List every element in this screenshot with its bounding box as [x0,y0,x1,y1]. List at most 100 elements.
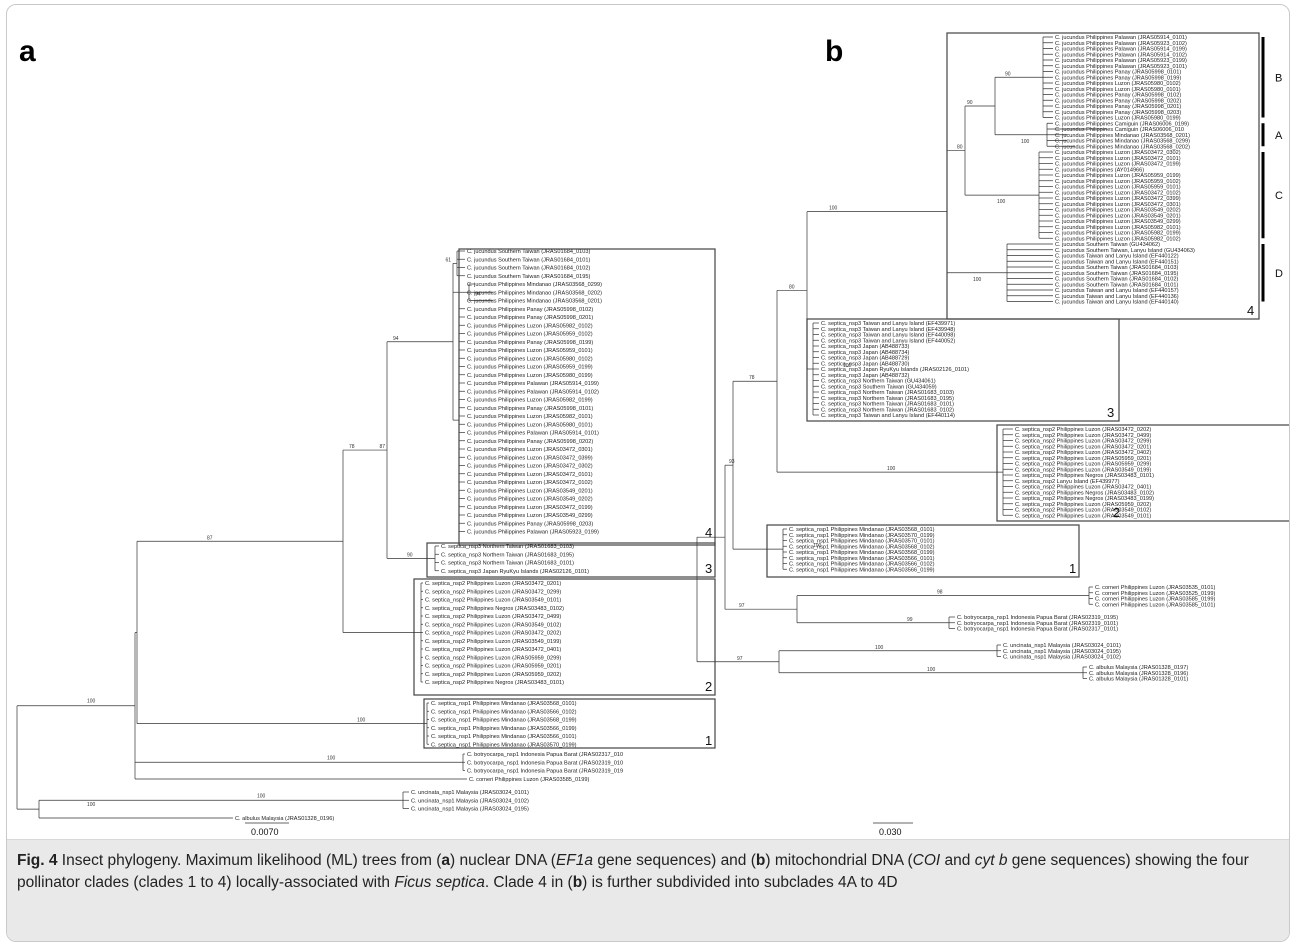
panel-b-leaf-label: C. septica_nsp2 Philippines Negros (JRAS… [1015,496,1154,502]
panel-b-leaf-label: C. jucundus Philippines Panay (JRAS05998… [1055,104,1181,110]
panel-a-leaf-label: C. botryocarpa_nsp1 Indonesia Papua Bara… [467,752,623,758]
panel-b-leaf-label: C. septica_nsp3 Northern Taiwan (JRAS016… [821,407,954,413]
support-value: 80 [789,284,795,290]
support-value: 99 [907,617,913,623]
panel-a-leaf-label: C. septica_nsp3 Northern Taiwan (JRAS016… [441,544,574,550]
clade-number-label: 3 [1107,405,1114,420]
panel-a-leaf-label: C. botryocarpa_nsp1 Indonesia Papua Bara… [467,769,623,775]
support-value: 100 [843,363,852,369]
support-value: 87 [207,535,213,541]
panel-b-leaf-label: C. septica_nsp1 Philippines Mindanao (JR… [789,527,935,533]
caption-gene-name: COI [912,852,941,869]
panel-b-leaf-label: C. septica_nsp2 Philippines Luzon (JRAS0… [1015,439,1151,445]
panel-a-leaf-label: C. jucundus Philippines Luzon (JRAS03472… [467,472,593,478]
panel-a-leaf-label: C. septica_nsp1 Philippines Mindanao (JR… [431,701,577,707]
caption-text-part: gene sequences) and ( [593,852,756,869]
panel-b-leaf-label: C. septica_nsp3 Taiwan and Lanyu Island … [821,338,955,344]
panel-b-leaf-label: C. corneri Philippines Luzon (JRAS03525_… [1095,591,1215,597]
panel-a-leaf-label: C. septica_nsp1 Philippines Mindanao (JR… [431,726,577,732]
panel-b-leaf-label: C. jucundus Philippines Luzon (JRAS05982… [1055,231,1181,237]
panel-a-leaf-label: C. jucundus Southern Taiwan (JRAS01684_0… [467,266,590,272]
support-value: 100 [927,667,936,673]
panel-a-leaf-label: C. jucundus Southern Taiwan (JRAS01684_0… [467,249,590,255]
panel-b-leaf-label: C. septica_nsp2 Philippines Luzon (JRAS0… [1015,502,1151,508]
panel-a-leaf-label: C. jucundus Philippines Luzon (JRAS03472… [467,480,593,486]
caption-text-part: ) nuclear DNA ( [450,852,556,869]
panel-a-leaf-label: C. septica_nsp1 Philippines Mindanao (JR… [431,742,577,748]
panel-b-leaf-label: C. jucundus Philippines Palawan (JRAS059… [1055,52,1187,58]
panel-b-leaf-label: C. septica_nsp3 Northern Taiwan (JRAS016… [821,402,954,408]
panel-a-leaf-label: C. jucundus Philippines Panay (JRAS05998… [467,521,593,527]
panel-b-leaf-label: C. jucundus Philippines Luzon (JRAS03549… [1055,208,1181,214]
panel-a-leaf-label: C. jucundus Philippines Luzon (JRAS03549… [467,488,593,494]
clade1-box [766,524,1080,578]
panel-a-leaf-label: C. jucundus Philippines Panay (JRAS05998… [467,307,593,313]
panel-b-leaf-label: C. septica_nsp1 Philippines Mindanao (JR… [789,533,935,539]
panel-a-leaf-label: C. septica_nsp1 Philippines Mindanao (JR… [431,734,577,740]
panel-b-leaf-label: C. septica_nsp2 Philippines Luzon (JRAS0… [1015,444,1151,450]
caption-gene-name: EF1a [555,852,594,869]
panel-a-leaf-label: C. uncinata_nsp1 Malaysia (JRAS03024_010… [411,798,529,804]
caption-text-part: . Clade 4 in ( [484,874,573,891]
panel-a-leaf-label: C. jucundus Philippines Luzon (JRAS05982… [467,414,593,420]
panel-b-leaf-label: C. jucundus Southern Taiwan, Lanyu Islan… [1055,248,1195,254]
panel-b-leaf-label: C. jucundus Taiwan and Lanyu Island (EF4… [1055,288,1179,294]
clade3-box [426,542,716,578]
figure-caption: Fig. 4 Insect phylogeny. Maximum likelih… [17,850,1279,894]
panel-b-leaf-label: C. septica_nsp3 Taiwan and Lanyu Island … [821,321,955,327]
panel-a-leaf-label: C. septica_nsp2 Philippines Luzon (JRAS0… [425,647,561,653]
panel-a-leaf-label: C. septica_nsp2 Philippines Luzon (JRAS0… [425,614,561,620]
panel-a-leaf-label: C. uncinata_nsp1 Malaysia (JRAS03024_019… [411,807,529,813]
panel-a-leaf-label: C. uncinata_nsp1 Malaysia (JRAS03024_010… [411,790,529,796]
panel-a-leaf-label: C. corneri Philippines Luzon (JRAS03585_… [469,777,589,783]
subclade-label: D [1275,268,1283,280]
panel-b-leaf-label: C. jucundus Philippines Camiguin (JRAS06… [1055,121,1189,127]
panel-b-leaf-label: C. septica_nsp2 Philippines Luzon (JRAS0… [1015,450,1151,456]
support-value: 93 [729,459,735,465]
scale-bar-label: 0.0070 [251,827,279,837]
panel-a-leaf-label: C. jucundus Philippines Luzon (JRAS05980… [467,356,593,362]
caption-species-name: Ficus septica [394,874,485,891]
panel-b-leaf-label: C. albulus Malaysia (JRAS01328_0196) [1089,671,1188,677]
panel-a-letter: a [19,35,36,68]
panel-b-leaf-label: C. jucundus Philippines Luzon (JRAS05980… [1055,87,1181,93]
clade-number-label: 1 [1069,561,1076,576]
panel-a-leaf-label: C. jucundus Philippines Palawan (JRAS059… [467,381,599,387]
caption-panel-ref: b [755,852,766,869]
panel-a-leaf-label: C. jucundus Philippines Luzon (JRAS03472… [467,455,593,461]
panel-a-leaf-label: C. septica_nsp2 Philippines Luzon (JRAS0… [425,622,561,628]
panel-b-leaf-label: C. septica_nsp3 Japan (AB488730) [821,361,909,367]
panel-b-leaf-label: C. albulus Malaysia (JRAS01328_0101) [1089,677,1188,683]
panel-b-leaf-label: C. jucundus Philippines Luzon (JRAS05959… [1055,185,1181,191]
panel-b-leaf-label: C. uncinata_nsp1 Malaysia (JRAS03024_010… [1003,643,1121,649]
panel-a-leaf-label: C. septica_nsp2 Philippines Luzon (JRAS0… [425,655,561,661]
panel-a-leaf-label: C. septica_nsp2 Philippines Luzon (JRAS0… [425,664,561,670]
panel-a-leaf-label: C. jucundus Philippines Luzon (JRAS03549… [467,497,593,503]
panel-b-leaf-label: C. botryocarpa_nsp1 Indonesia Papua Bara… [957,621,1118,627]
support-value: 100 [87,699,96,705]
panel-b-leaf-label: C. jucundus Taiwan and Lanyu Island (EF4… [1055,259,1179,265]
support-value: 100 [327,755,336,761]
clade2-box [413,578,716,696]
caption-gene-name: cyt b [974,852,1008,869]
panel-b-leaf-label: C. septica_nsp2 Philippines Luzon (JRAS0… [1015,427,1151,433]
support-value: 100 [875,645,884,651]
panel-b-leaf-label: C. jucundus Philippines Panay (JRAS05998… [1055,75,1181,81]
panel-b-leaf-label: C. corneri Philippines Luzon (JRAS03585_… [1095,602,1215,608]
panel-b-leaf-label: C. jucundus Philippines Panay (JRAS05998… [1055,70,1181,76]
support-value: 78 [349,444,355,450]
panel-b-leaf-label: C. jucundus Philippines Luzon (JRAS03472… [1055,156,1181,162]
panel-b-leaf-label: C. jucundus Philippines Luzon (JRAS05980… [1055,116,1181,122]
panel-b-leaf-label: C. septica_nsp1 Philippines Mindanao (JR… [789,544,935,550]
support-value: 61 [445,257,451,263]
clade-number-label: 4 [1247,303,1254,318]
panel-a-leaf-label: C. septica_nsp2 Philippines Negros (JRAS… [425,606,564,612]
panel-b-leaf-label: C. jucundus Philippines Palawan (JRAS059… [1055,47,1187,53]
panel-b-leaf-label: C. jucundus Philippines Luzon (JRAS03549… [1055,219,1181,225]
caption-text-part: Insect phylogeny. Maximum likelihood (ML… [57,852,442,869]
panel-a-leaf-label: C. jucundus Philippines Luzon (JRAS05980… [467,422,593,428]
clade-number-label: 4 [705,525,712,540]
panel-b-leaf-label: C. uncinata_nsp1 Malaysia (JRAS03024_010… [1003,655,1121,661]
panel-a-leaf-label: C. septica_nsp2 Philippines Luzon (JRAS0… [425,598,561,604]
panel-b-leaf-label: C. septica_nsp3 Northern Taiwan (JRAS016… [821,396,954,402]
